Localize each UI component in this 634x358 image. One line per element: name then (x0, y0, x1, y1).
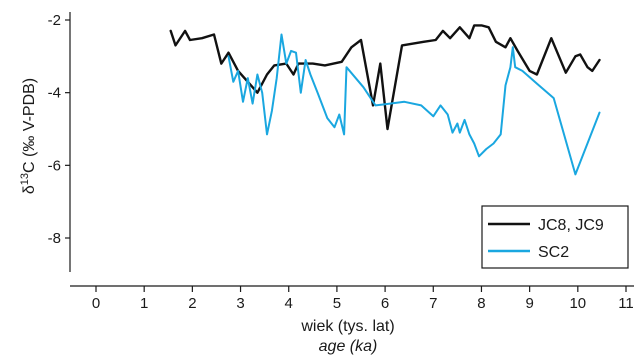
x-tick-label: 11 (618, 295, 634, 312)
legend-box (481, 205, 629, 269)
x-tick-label: 9 (525, 295, 533, 312)
axis-titles: wiek (tys. lat) age (ka) δ13C (‰ V-PDB) (19, 78, 395, 355)
x-tick-label: 8 (477, 295, 485, 312)
series-line-jc8-jc9 (169, 24, 601, 131)
x-tick-label: 2 (188, 295, 196, 312)
x-tick-label: 0 (92, 295, 100, 312)
y-tick-label: -4 (48, 85, 61, 102)
y-axis-title: δ13C (‰ V-PDB) (19, 78, 38, 194)
plot-marks (169, 24, 601, 176)
y-tick-label: -2 (48, 12, 61, 29)
x-axis-title-secondary: age (ka) (319, 338, 378, 355)
legend: JC8, JC9 SC2 (481, 205, 629, 269)
x-tick-label: 10 (569, 295, 586, 312)
x-tick-label: 6 (381, 295, 389, 312)
x-tick-label: 7 (429, 295, 437, 312)
series-line-sc2 (227, 33, 601, 176)
x-tick-label: 5 (333, 295, 341, 312)
x-axis-title: wiek (tys. lat) (300, 318, 394, 335)
y-tick-label: -8 (48, 230, 61, 247)
y-tick-label: -6 (48, 157, 61, 174)
x-tick-label: 1 (140, 295, 148, 312)
axes: -2 -4 -6 -8 0 1 2 3 4 5 6 7 8 9 10 11 (48, 12, 634, 312)
x-tick-label: 3 (236, 295, 244, 312)
x-tick-label: 4 (285, 295, 293, 312)
legend-label-sc2: SC2 (538, 244, 569, 261)
legend-label-jc8-jc9: JC8, JC9 (538, 217, 604, 234)
